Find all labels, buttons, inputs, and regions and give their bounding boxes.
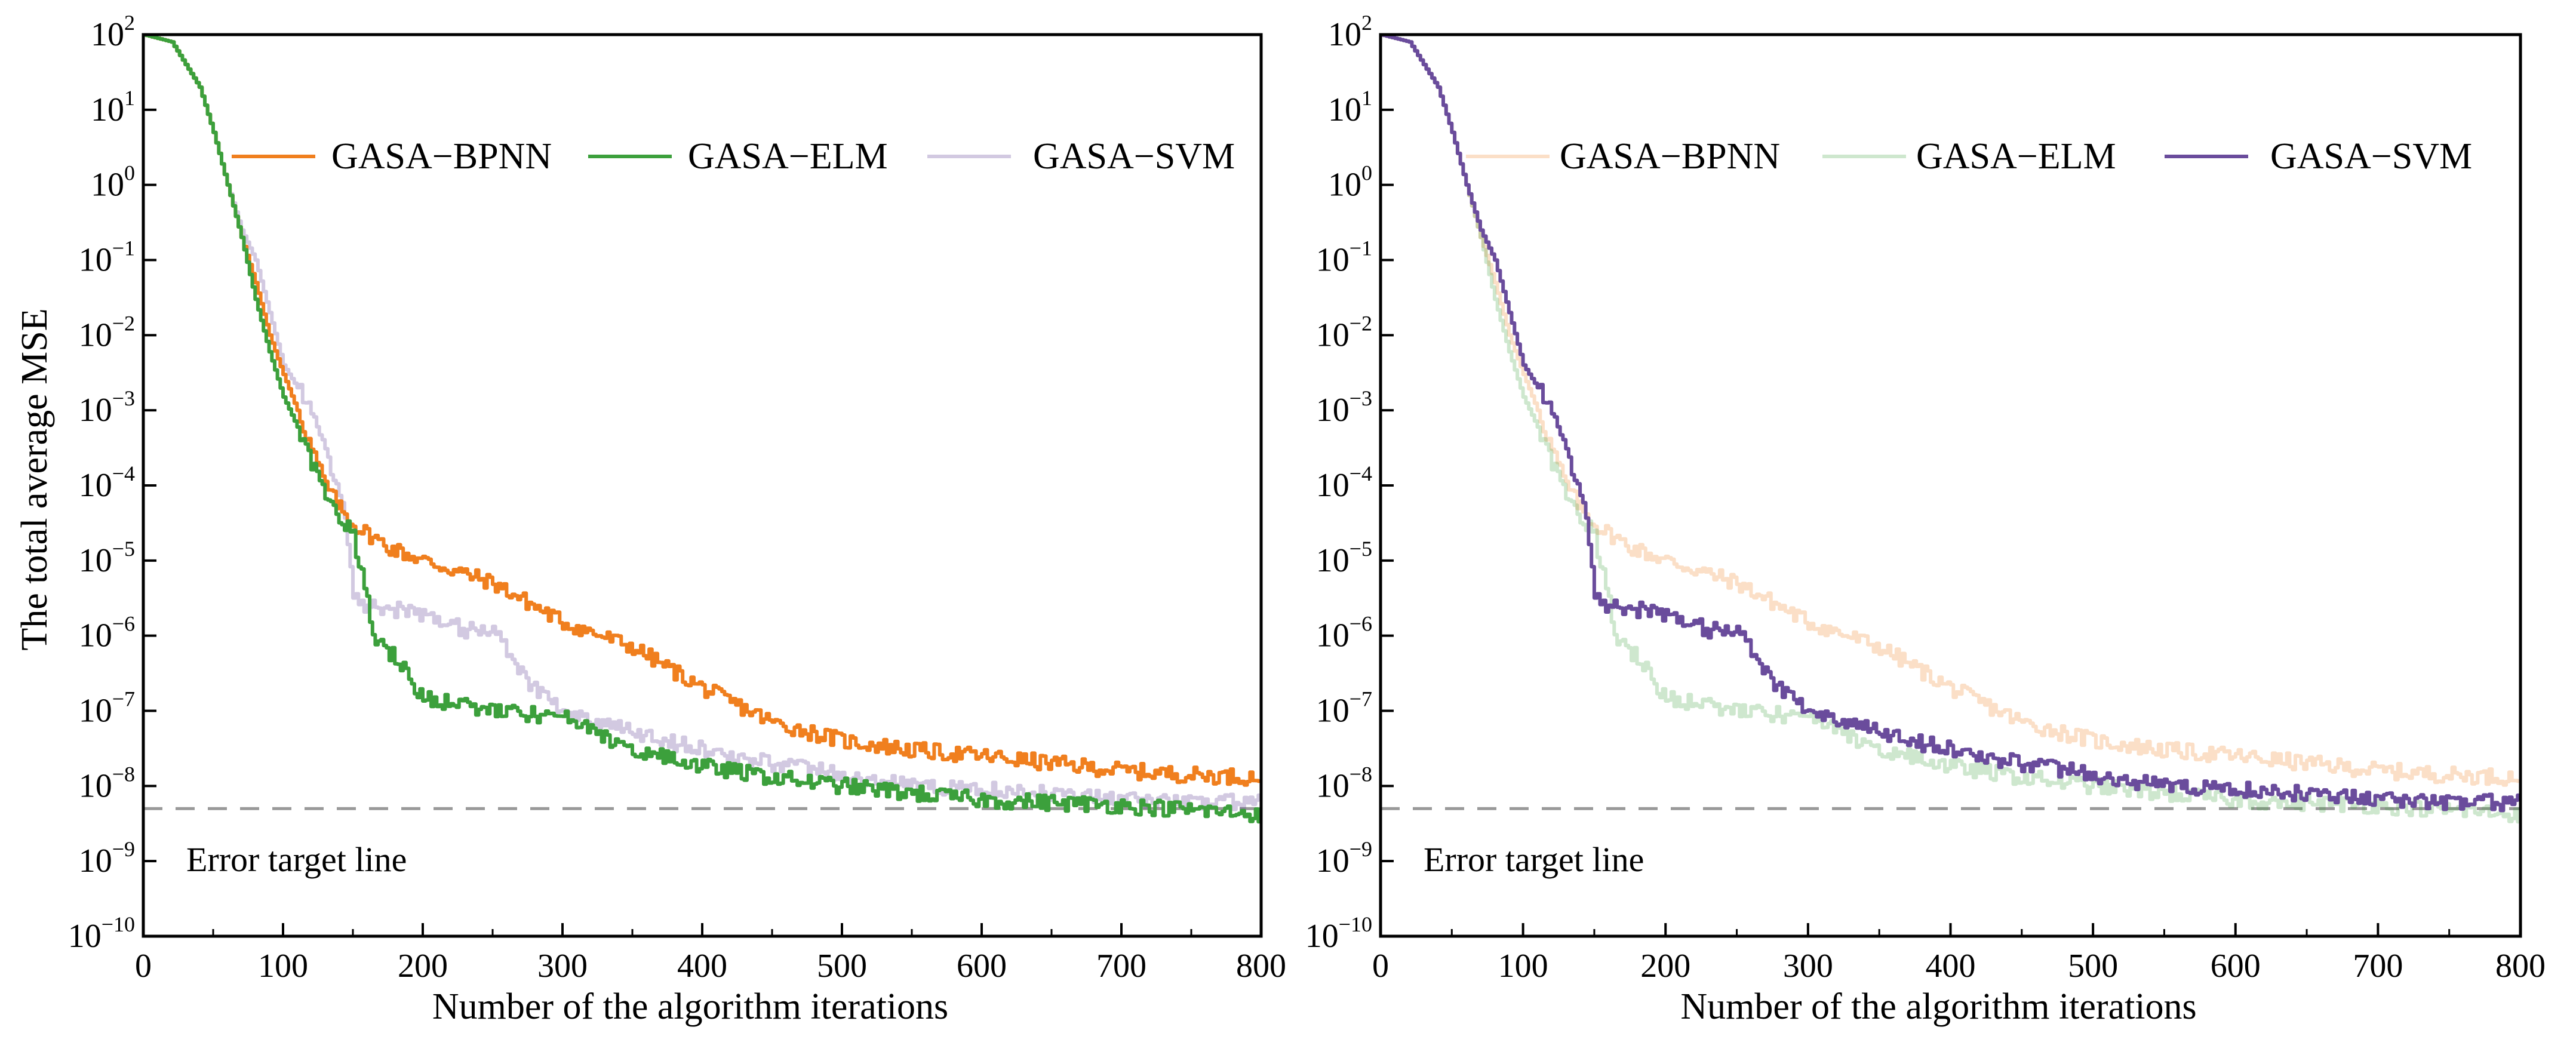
x-tick-label: 700 xyxy=(1096,948,1146,985)
legend-label: GASA−ELM xyxy=(1916,136,2116,177)
x-tick-label: 0 xyxy=(135,948,152,985)
y-tick-label: 100 xyxy=(91,161,135,204)
y-tick-label: 101 xyxy=(1328,86,1372,128)
chart-panel-right: Error target line 0 100 200 300 400 500 600 700 8… xyxy=(1305,11,2546,1027)
y-tick-label: 10−4 xyxy=(79,462,135,504)
y-tick-label: 10−6 xyxy=(79,612,135,654)
error-target-label: Error target line xyxy=(186,840,407,879)
x-axis-title: Number of the algorithm iterations xyxy=(1680,986,2196,1027)
y-tick-label: 10−9 xyxy=(1316,837,1372,880)
y-tick-label: 10−7 xyxy=(1316,687,1372,730)
y-tick-label: 102 xyxy=(91,11,135,53)
y-tick-label: 10−3 xyxy=(79,386,135,429)
x-tick-label: 500 xyxy=(2068,948,2118,985)
x-tick-label: 400 xyxy=(1926,948,1976,985)
error-target-label: Error target line xyxy=(1424,840,1644,879)
y-tick-label: 10−1 xyxy=(79,236,135,279)
x-tick-label: 700 xyxy=(2353,948,2403,985)
legend: GASA−BPNN GASA−ELM GASA−SVM xyxy=(1466,136,2472,177)
series-line-gasa-svm xyxy=(1381,35,2520,813)
y-tick-label: 10−5 xyxy=(79,537,135,579)
x-tick-label: 100 xyxy=(1498,948,1548,985)
y-tick-label: 10−1 xyxy=(1316,236,1372,279)
x-tick-label: 400 xyxy=(677,948,727,985)
y-tick-label: 10−2 xyxy=(79,311,135,353)
y-tick-label: 10−8 xyxy=(1316,762,1372,804)
legend-label: GASA−SVM xyxy=(1033,136,1235,177)
y-tick-label: 102 xyxy=(1328,11,1372,53)
y-tick-label: 10−4 xyxy=(1316,462,1372,504)
y-tick-label: 10−3 xyxy=(1316,386,1372,429)
y-tick-label: 10−10 xyxy=(1305,912,1372,955)
series-line-gasa-bpnn xyxy=(143,35,1261,787)
y-tick-label: 101 xyxy=(91,86,135,128)
legend: GASA−BPNN GASA−ELM GASA−SVM xyxy=(232,136,1235,177)
y-tick-label: 10−2 xyxy=(1316,311,1372,353)
y-tick-label: 10−10 xyxy=(68,912,135,955)
x-tick-label: 600 xyxy=(2211,948,2261,985)
series-line-gasa-bpnn xyxy=(1381,35,2520,787)
x-tick-label: 0 xyxy=(1372,948,1389,985)
y-tick-label: 10−6 xyxy=(1316,612,1372,654)
series-line-gasa-elm xyxy=(143,35,1261,824)
x-tick-label: 200 xyxy=(1640,948,1690,985)
y-axis-title: The total average MSE xyxy=(14,308,55,650)
y-tick-label: 10−8 xyxy=(79,762,135,804)
x-tick-label: 100 xyxy=(258,948,308,985)
x-tick-label: 500 xyxy=(817,948,867,985)
x-tick-label: 600 xyxy=(957,948,1007,985)
y-tick-label: 10−9 xyxy=(79,837,135,880)
y-tick-label: 10−5 xyxy=(1316,537,1372,579)
series-line-gasa-elm xyxy=(1381,35,2520,824)
y-tick-label: 100 xyxy=(1328,161,1372,204)
x-tick-label: 200 xyxy=(398,948,448,985)
chart-panel-left: Error target line 0 100 200 300 400 500 600 700 8… xyxy=(14,11,1286,1027)
x-tick-label: 800 xyxy=(1236,948,1286,985)
legend-label: GASA−SVM xyxy=(2270,136,2472,177)
x-tick-label: 300 xyxy=(1783,948,1833,985)
x-tick-label: 300 xyxy=(537,948,588,985)
legend-label: GASA−BPNN xyxy=(1560,136,1780,177)
legend-label: GASA−BPNN xyxy=(331,136,552,177)
y-tick-label: 10−7 xyxy=(79,687,135,730)
x-tick-label: 800 xyxy=(2495,948,2546,985)
x-axis-title: Number of the algorithm iterations xyxy=(432,986,948,1027)
legend-label: GASA−ELM xyxy=(688,136,888,177)
